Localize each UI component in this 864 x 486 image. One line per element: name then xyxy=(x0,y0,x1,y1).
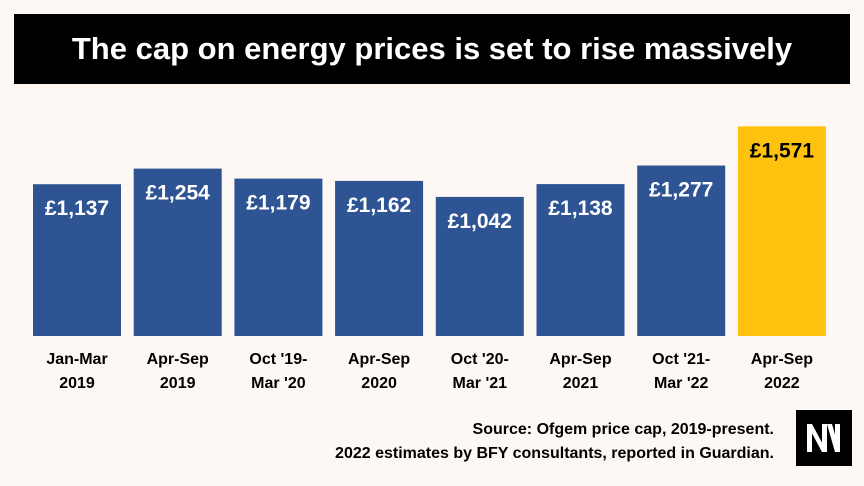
category-label-7-line-1: 2022 xyxy=(764,375,800,392)
bar-value-label-5: £1,138 xyxy=(548,197,613,220)
category-label-5-line-0: Apr-Sep xyxy=(549,351,611,368)
bar-0 xyxy=(33,184,121,336)
category-label-4-line-1: Mar '21 xyxy=(453,375,508,392)
bar-value-label-1: £1,254 xyxy=(146,182,211,205)
bar-value-label-6: £1,277 xyxy=(649,179,713,202)
source-line-2: 2022 estimates by BFY consultants, repor… xyxy=(335,445,774,462)
category-label-2-line-1: Mar '20 xyxy=(251,375,306,392)
bar-7 xyxy=(737,126,826,336)
category-label-3-line-0: Apr-Sep xyxy=(348,351,410,368)
category-label-1-line-1: 2019 xyxy=(160,375,196,392)
category-label-6-line-0: Oct '21- xyxy=(652,351,710,368)
category-label-7-line-0: Apr-Sep xyxy=(751,351,813,368)
category-label-3-line-1: 2020 xyxy=(361,375,397,392)
source-note: Source: Ofgem price cap, 2019-present. 2… xyxy=(335,418,774,466)
bar-5 xyxy=(536,184,625,336)
category-label-0-line-1: 2019 xyxy=(59,375,95,392)
category-label-4-line-0: Oct '20- xyxy=(451,351,509,368)
bar-2 xyxy=(234,178,323,336)
category-label-5-line-1: 2021 xyxy=(563,375,599,392)
source-line-1: Source: Ofgem price cap, 2019-present. xyxy=(472,421,774,438)
bar-value-label-4: £1,042 xyxy=(448,210,512,233)
category-label-0-line-0: Jan-Mar xyxy=(46,351,107,368)
bar-value-label-7: £1,571 xyxy=(750,139,815,162)
bar-value-label-2: £1,179 xyxy=(246,192,310,215)
category-label-6-line-1: Mar '22 xyxy=(654,375,709,392)
category-label-2-line-0: Oct '19- xyxy=(249,351,307,368)
bar-1 xyxy=(133,168,222,336)
title-banner: The cap on energy prices is set to rise … xyxy=(14,14,850,84)
nm-logo-icon xyxy=(796,410,852,466)
bar-value-label-0: £1,137 xyxy=(45,197,109,220)
category-label-1-line-0: Apr-Sep xyxy=(147,351,209,368)
bar-6 xyxy=(637,165,726,336)
chart-title: The cap on energy prices is set to rise … xyxy=(71,31,793,66)
bar-chart: £1,137 Jan-Mar 2019 £1,254 Apr-Sep 2019 £1,179… xyxy=(33,126,826,392)
bar-value-label-3: £1,162 xyxy=(347,194,411,217)
bar-3 xyxy=(335,180,424,336)
bar-4 xyxy=(435,196,524,336)
